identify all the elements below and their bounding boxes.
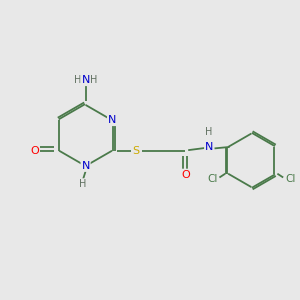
Text: O: O	[30, 146, 39, 156]
Text: Cl: Cl	[285, 174, 296, 184]
Text: H: H	[206, 127, 213, 137]
Text: N: N	[81, 161, 90, 171]
Text: H: H	[79, 179, 86, 189]
Text: N: N	[205, 142, 213, 152]
Text: N: N	[108, 115, 116, 125]
Text: Cl: Cl	[207, 174, 217, 184]
Text: O: O	[181, 169, 190, 180]
Text: H: H	[90, 75, 98, 85]
Text: S: S	[132, 146, 140, 156]
Text: N: N	[81, 75, 90, 85]
Text: H: H	[74, 75, 81, 85]
